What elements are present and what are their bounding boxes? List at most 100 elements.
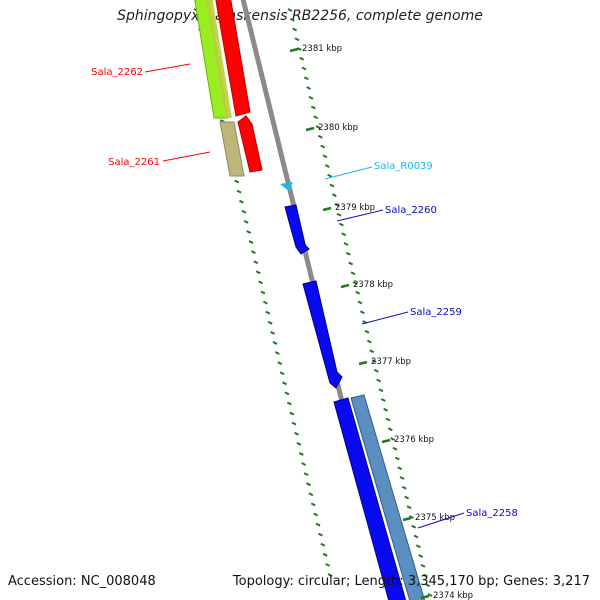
minor-tick-left: [248, 240, 254, 244]
minor-tick-left: [320, 542, 326, 547]
minor-tick-left: [308, 492, 314, 497]
minor-tick-right: [394, 456, 400, 461]
minor-tick-right: [401, 485, 407, 490]
minor-tick-left: [272, 341, 278, 345]
major-tick-mark: [402, 516, 412, 522]
gene-label-sala-2260[interactable]: Sala_2260: [385, 205, 437, 216]
minor-tick-left: [310, 502, 316, 507]
major-tick-label: 2378 kbp: [353, 280, 393, 290]
gene-leader-sala-2258: [417, 512, 465, 529]
minor-tick-right: [289, 17, 295, 22]
minor-tick-left: [313, 512, 319, 517]
minor-tick-left: [284, 391, 290, 396]
minor-tick-right: [310, 105, 316, 110]
khaki-feature-block[interactable]: [219, 121, 245, 177]
major-tick-label: 2379 kbp: [335, 203, 375, 213]
minor-tick-left: [282, 381, 287, 386]
gene-arrow-sala-2258[interactable]: [333, 397, 407, 600]
minor-tick-right: [413, 534, 419, 539]
gene-label-sala-2258[interactable]: Sala_2258: [466, 508, 518, 519]
minor-tick-left: [260, 290, 266, 295]
minor-tick-left: [286, 401, 292, 406]
minor-tick-right: [306, 86, 312, 90]
minor-tick-right: [359, 310, 365, 315]
minor-tick-right: [383, 407, 389, 412]
minor-tick-right: [373, 368, 379, 373]
minor-tick-right: [404, 495, 410, 500]
gene-labels: Sala_2262 Sala_2261 Sala_R0039 Sala_2260 Sal…: [91, 63, 518, 529]
minor-tick-left: [274, 351, 280, 355]
minor-tick-left: [322, 552, 328, 557]
minor-tick-left: [303, 472, 309, 477]
red-gene-2262-block[interactable]: [215, 0, 251, 117]
minor-tick-left: [296, 441, 302, 446]
major-ticks: 2381 kbp 2380 kbp 2379 kbp 2378 kbp 2377 kbp…: [289, 44, 473, 600]
steelblue-feature-block[interactable]: [350, 394, 426, 600]
minor-tick-right: [371, 359, 377, 363]
major-tick-label: 2376 kbp: [394, 435, 434, 445]
minor-tick-right: [299, 56, 305, 61]
major-tick-mark: [289, 47, 299, 53]
minor-tick-right: [334, 203, 340, 207]
minor-tick-left: [234, 179, 240, 184]
gene-leader-sala-r0039: [324, 166, 373, 180]
gene-arrow-sala-2260[interactable]: [284, 204, 310, 255]
minor-tick-right: [392, 446, 398, 451]
minor-tick-right: [322, 154, 328, 159]
minor-tick-right: [390, 437, 396, 441]
minor-tick-left: [253, 260, 259, 265]
minor-ticks-right: [287, 8, 433, 597]
minor-tick-right: [399, 476, 405, 480]
minor-tick-right: [357, 300, 363, 305]
rna-feature-sala-r0039[interactable]: [280, 182, 293, 191]
minor-tick-right: [303, 76, 309, 81]
minor-tick-left: [279, 371, 285, 376]
gene-leader-sala-2259: [361, 311, 409, 325]
minor-tick-right: [420, 563, 426, 568]
major-tick-mark: [305, 126, 315, 132]
minor-tick-right: [411, 524, 417, 529]
minor-tick-right: [317, 134, 323, 139]
minor-tick-left: [239, 199, 244, 204]
minor-tick-right: [397, 466, 403, 471]
minor-tick-right: [308, 95, 314, 100]
major-tick-mark: [322, 206, 332, 212]
gene-label-sala-2261[interactable]: Sala_2261: [108, 157, 160, 168]
minor-tick-right: [406, 505, 412, 510]
minor-tick-left: [267, 320, 273, 325]
minor-tick-left: [243, 219, 249, 224]
minor-tick-left: [241, 209, 247, 214]
minor-tick-left: [301, 462, 307, 466]
major-tick-mark: [358, 360, 368, 366]
minor-tick-right: [331, 193, 337, 198]
minor-tick-right: [418, 554, 424, 558]
gene-label-sala-2262[interactable]: Sala_2262: [91, 67, 143, 78]
minor-tick-right: [369, 349, 375, 354]
major-tick-label: 2375 kbp: [415, 513, 455, 523]
minor-tick-right: [364, 329, 370, 334]
minor-tick-right: [315, 125, 321, 129]
minor-tick-right: [425, 583, 431, 588]
gene-label-sala-r0039[interactable]: Sala_R0039: [374, 161, 433, 172]
minor-tick-right: [427, 593, 433, 597]
minor-tick-right: [352, 281, 358, 285]
accession-label: Accession: NC_008048: [8, 574, 156, 589]
minor-tick-right: [378, 388, 384, 393]
minor-tick-right: [301, 66, 307, 71]
minor-tick-right: [350, 271, 356, 276]
red-gene-2261-block[interactable]: [237, 115, 263, 173]
minor-tick-left: [270, 330, 276, 335]
gene-label-sala-2259[interactable]: Sala_2259: [410, 307, 462, 318]
olive-feature-block[interactable]: [205, 0, 232, 118]
minor-tick-right: [292, 27, 298, 32]
gene-arrow-sala-2259[interactable]: [302, 280, 343, 389]
minor-tick-right: [387, 427, 393, 432]
minor-tick-left: [298, 452, 304, 456]
minor-tick-left: [327, 573, 333, 577]
major-tick-mark: [340, 283, 350, 289]
minor-tick-right: [385, 417, 391, 422]
minor-tick-right: [355, 290, 361, 295]
minor-tick-left: [277, 361, 283, 366]
